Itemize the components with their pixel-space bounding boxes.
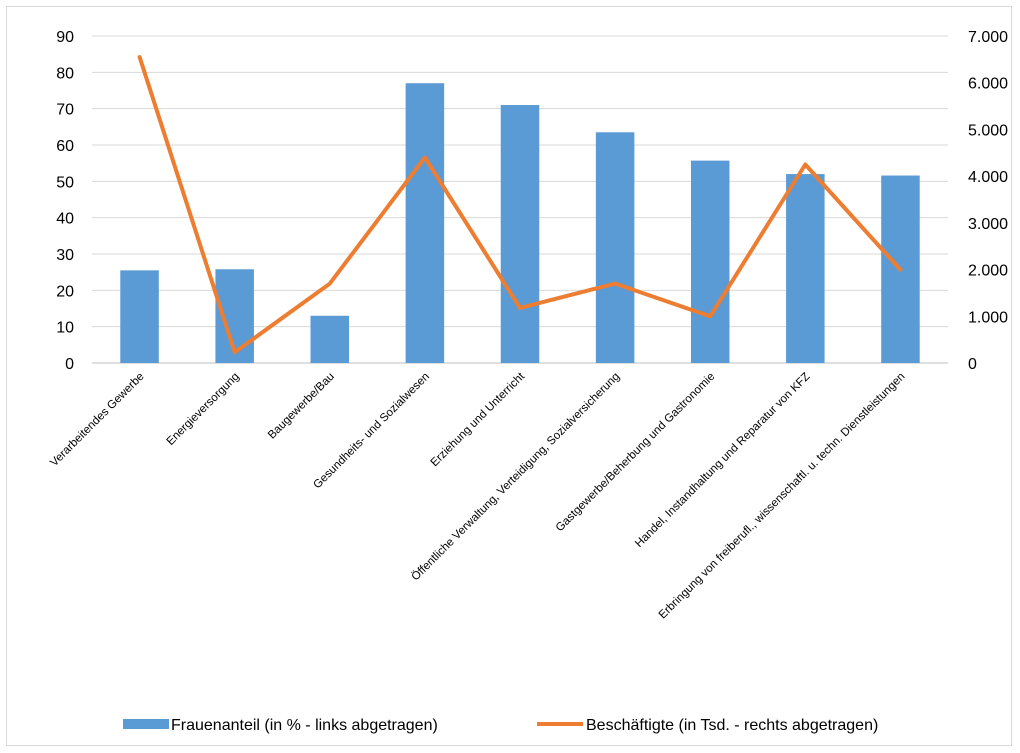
right-tick-label: 7.000 bbox=[968, 29, 1008, 46]
legend: Frauenanteil (in % - links abgetragen) B… bbox=[123, 717, 878, 734]
right-tick-label: 1.000 bbox=[968, 309, 1008, 326]
bar bbox=[786, 174, 825, 363]
right-tick-label: 5.000 bbox=[968, 122, 1008, 139]
bar bbox=[310, 315, 350, 363]
left-tick-label: 80 bbox=[56, 65, 74, 82]
bar bbox=[405, 83, 445, 363]
right-tick-label: 0 bbox=[968, 356, 977, 373]
category-label: Baugewerbe/Bau bbox=[266, 371, 337, 442]
category-label: Gastgewerbe/Beherbung und Gastronomie bbox=[554, 371, 718, 535]
right-tick-label: 2.000 bbox=[968, 263, 1008, 280]
right-tick-label: 6.000 bbox=[968, 76, 1008, 93]
category-label: Verarbeitendes Gewerbe bbox=[48, 371, 146, 469]
right-tick-label: 3.000 bbox=[968, 216, 1008, 233]
line-series bbox=[137, 55, 903, 355]
bar-series bbox=[120, 83, 920, 364]
bar bbox=[120, 270, 159, 363]
legend-bar-label: Frauenanteil (in % - links abgetragen) bbox=[171, 717, 438, 734]
left-tick-label: 20 bbox=[56, 283, 74, 300]
left-tick-label: 10 bbox=[56, 320, 74, 337]
category-label: Handel, Instandhaltung und Reparatur von… bbox=[633, 371, 812, 550]
left-tick-label: 60 bbox=[56, 138, 74, 155]
legend-line-label: Beschäftigte (in Tsd. - rechts abgetrage… bbox=[586, 717, 878, 734]
left-tick-label: 30 bbox=[56, 247, 74, 264]
legend-bar-swatch bbox=[123, 719, 169, 729]
category-label: Energieversorgung bbox=[165, 371, 242, 448]
left-tick-label: 40 bbox=[56, 211, 74, 228]
bar bbox=[500, 105, 540, 364]
left-tick-label: 50 bbox=[56, 174, 74, 191]
line-path bbox=[137, 55, 903, 355]
right-tick-label: 4.000 bbox=[968, 169, 1008, 186]
left-axis-ticks: 0 10 20 30 40 50 60 70 80 90 bbox=[56, 29, 74, 373]
category-labels: Verarbeitendes Gewerbe Energieversorgung B… bbox=[48, 370, 907, 621]
bar bbox=[690, 160, 730, 363]
right-axis-ticks: 0 1.000 2.000 3.000 4.000 5.000 6.000 7.000 bbox=[968, 29, 1008, 373]
left-tick-label: 70 bbox=[56, 102, 74, 119]
category-label: Erziehung und Unterricht bbox=[429, 370, 528, 469]
bar bbox=[595, 132, 635, 363]
left-tick-label: 90 bbox=[56, 29, 74, 46]
left-tick-label: 0 bbox=[65, 356, 74, 373]
category-label: Gesundheits- und Sozialwesen bbox=[311, 371, 432, 492]
category-label: Öffentliche Verwaltung, Verteidigung, So… bbox=[410, 371, 623, 584]
